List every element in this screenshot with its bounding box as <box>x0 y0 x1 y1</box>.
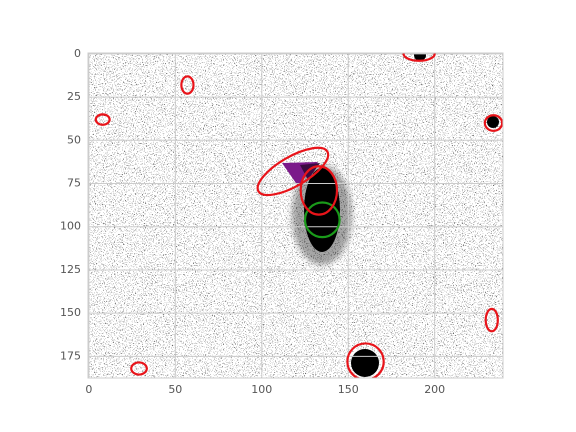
x-tick-label: 50 <box>168 383 182 396</box>
ellipse <box>303 201 341 239</box>
y-tick-label: 0 <box>74 47 81 60</box>
y-tick-label: 50 <box>67 133 81 146</box>
x-tick-label: 100 <box>251 383 272 396</box>
ellipses <box>94 53 503 378</box>
y-tick-label: 75 <box>67 177 81 190</box>
x-tick-label: 200 <box>424 383 445 396</box>
ellipse <box>130 361 148 376</box>
ellipse <box>346 342 385 378</box>
ellipse <box>180 75 195 95</box>
ellipse <box>256 146 330 197</box>
ellipse <box>299 165 339 216</box>
y-tick-label: 125 <box>60 263 81 276</box>
x-tick-label: 0 <box>85 383 92 396</box>
ellipse <box>402 53 436 62</box>
grid <box>88 53 503 378</box>
axes-frame <box>87 52 504 379</box>
x-tick-label: 150 <box>338 383 359 396</box>
y-tick-label: 150 <box>60 306 81 319</box>
y-tick-label: 25 <box>67 90 81 103</box>
ellipse <box>483 114 503 132</box>
ellipse <box>484 307 499 333</box>
y-tick-label: 175 <box>60 349 81 362</box>
y-tick-label: 100 <box>60 220 81 233</box>
ellipse <box>94 113 111 126</box>
image <box>88 53 503 378</box>
